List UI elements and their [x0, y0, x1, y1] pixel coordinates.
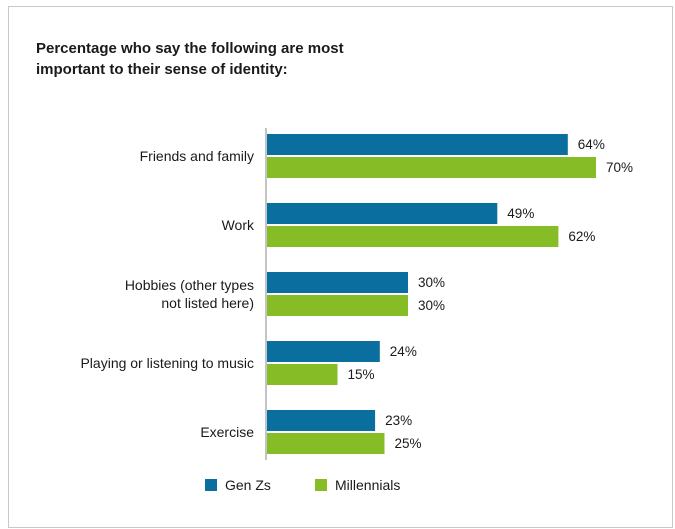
bar-gen-zs — [267, 410, 376, 431]
data-label: 49% — [507, 206, 534, 221]
bar-millennials — [267, 157, 596, 178]
bar-millennials — [267, 364, 338, 385]
data-label: 23% — [385, 413, 412, 428]
legend-swatch-gen-zs — [205, 479, 217, 491]
bar-millennials — [267, 433, 385, 454]
category-label: Playing or listening to music — [80, 355, 254, 371]
bar-gen-zs — [267, 272, 408, 293]
category-label: Work — [222, 217, 255, 233]
category-label: Friends and family — [140, 148, 254, 164]
category-label: Exercise — [200, 424, 254, 440]
chart-title-line-2: important to their sense of identity: — [36, 61, 288, 78]
category-label: Hobbies (other types — [125, 277, 254, 293]
data-label: 15% — [348, 367, 375, 382]
data-label: 62% — [568, 229, 595, 244]
data-label: 30% — [418, 298, 445, 313]
bar-gen-zs — [267, 203, 498, 224]
chart-title-line-1: Percentage who say the following are mos… — [36, 40, 344, 57]
bar-millennials — [267, 226, 559, 247]
data-label: 30% — [418, 275, 445, 290]
legend-swatch-millennials — [315, 479, 327, 491]
bar-millennials — [267, 295, 408, 316]
data-label: 25% — [395, 436, 422, 451]
data-label: 64% — [578, 137, 605, 152]
category-label: not listed here) — [161, 295, 254, 311]
bar-gen-zs — [267, 134, 568, 155]
data-label: 24% — [390, 344, 417, 359]
chart-title: Percentage who say the following are mos… — [36, 38, 456, 80]
legend-label-millennials: Millennials — [335, 477, 400, 493]
bar-gen-zs — [267, 341, 380, 362]
data-label: 70% — [606, 160, 633, 175]
legend-label-gen-zs: Gen Zs — [225, 477, 271, 493]
